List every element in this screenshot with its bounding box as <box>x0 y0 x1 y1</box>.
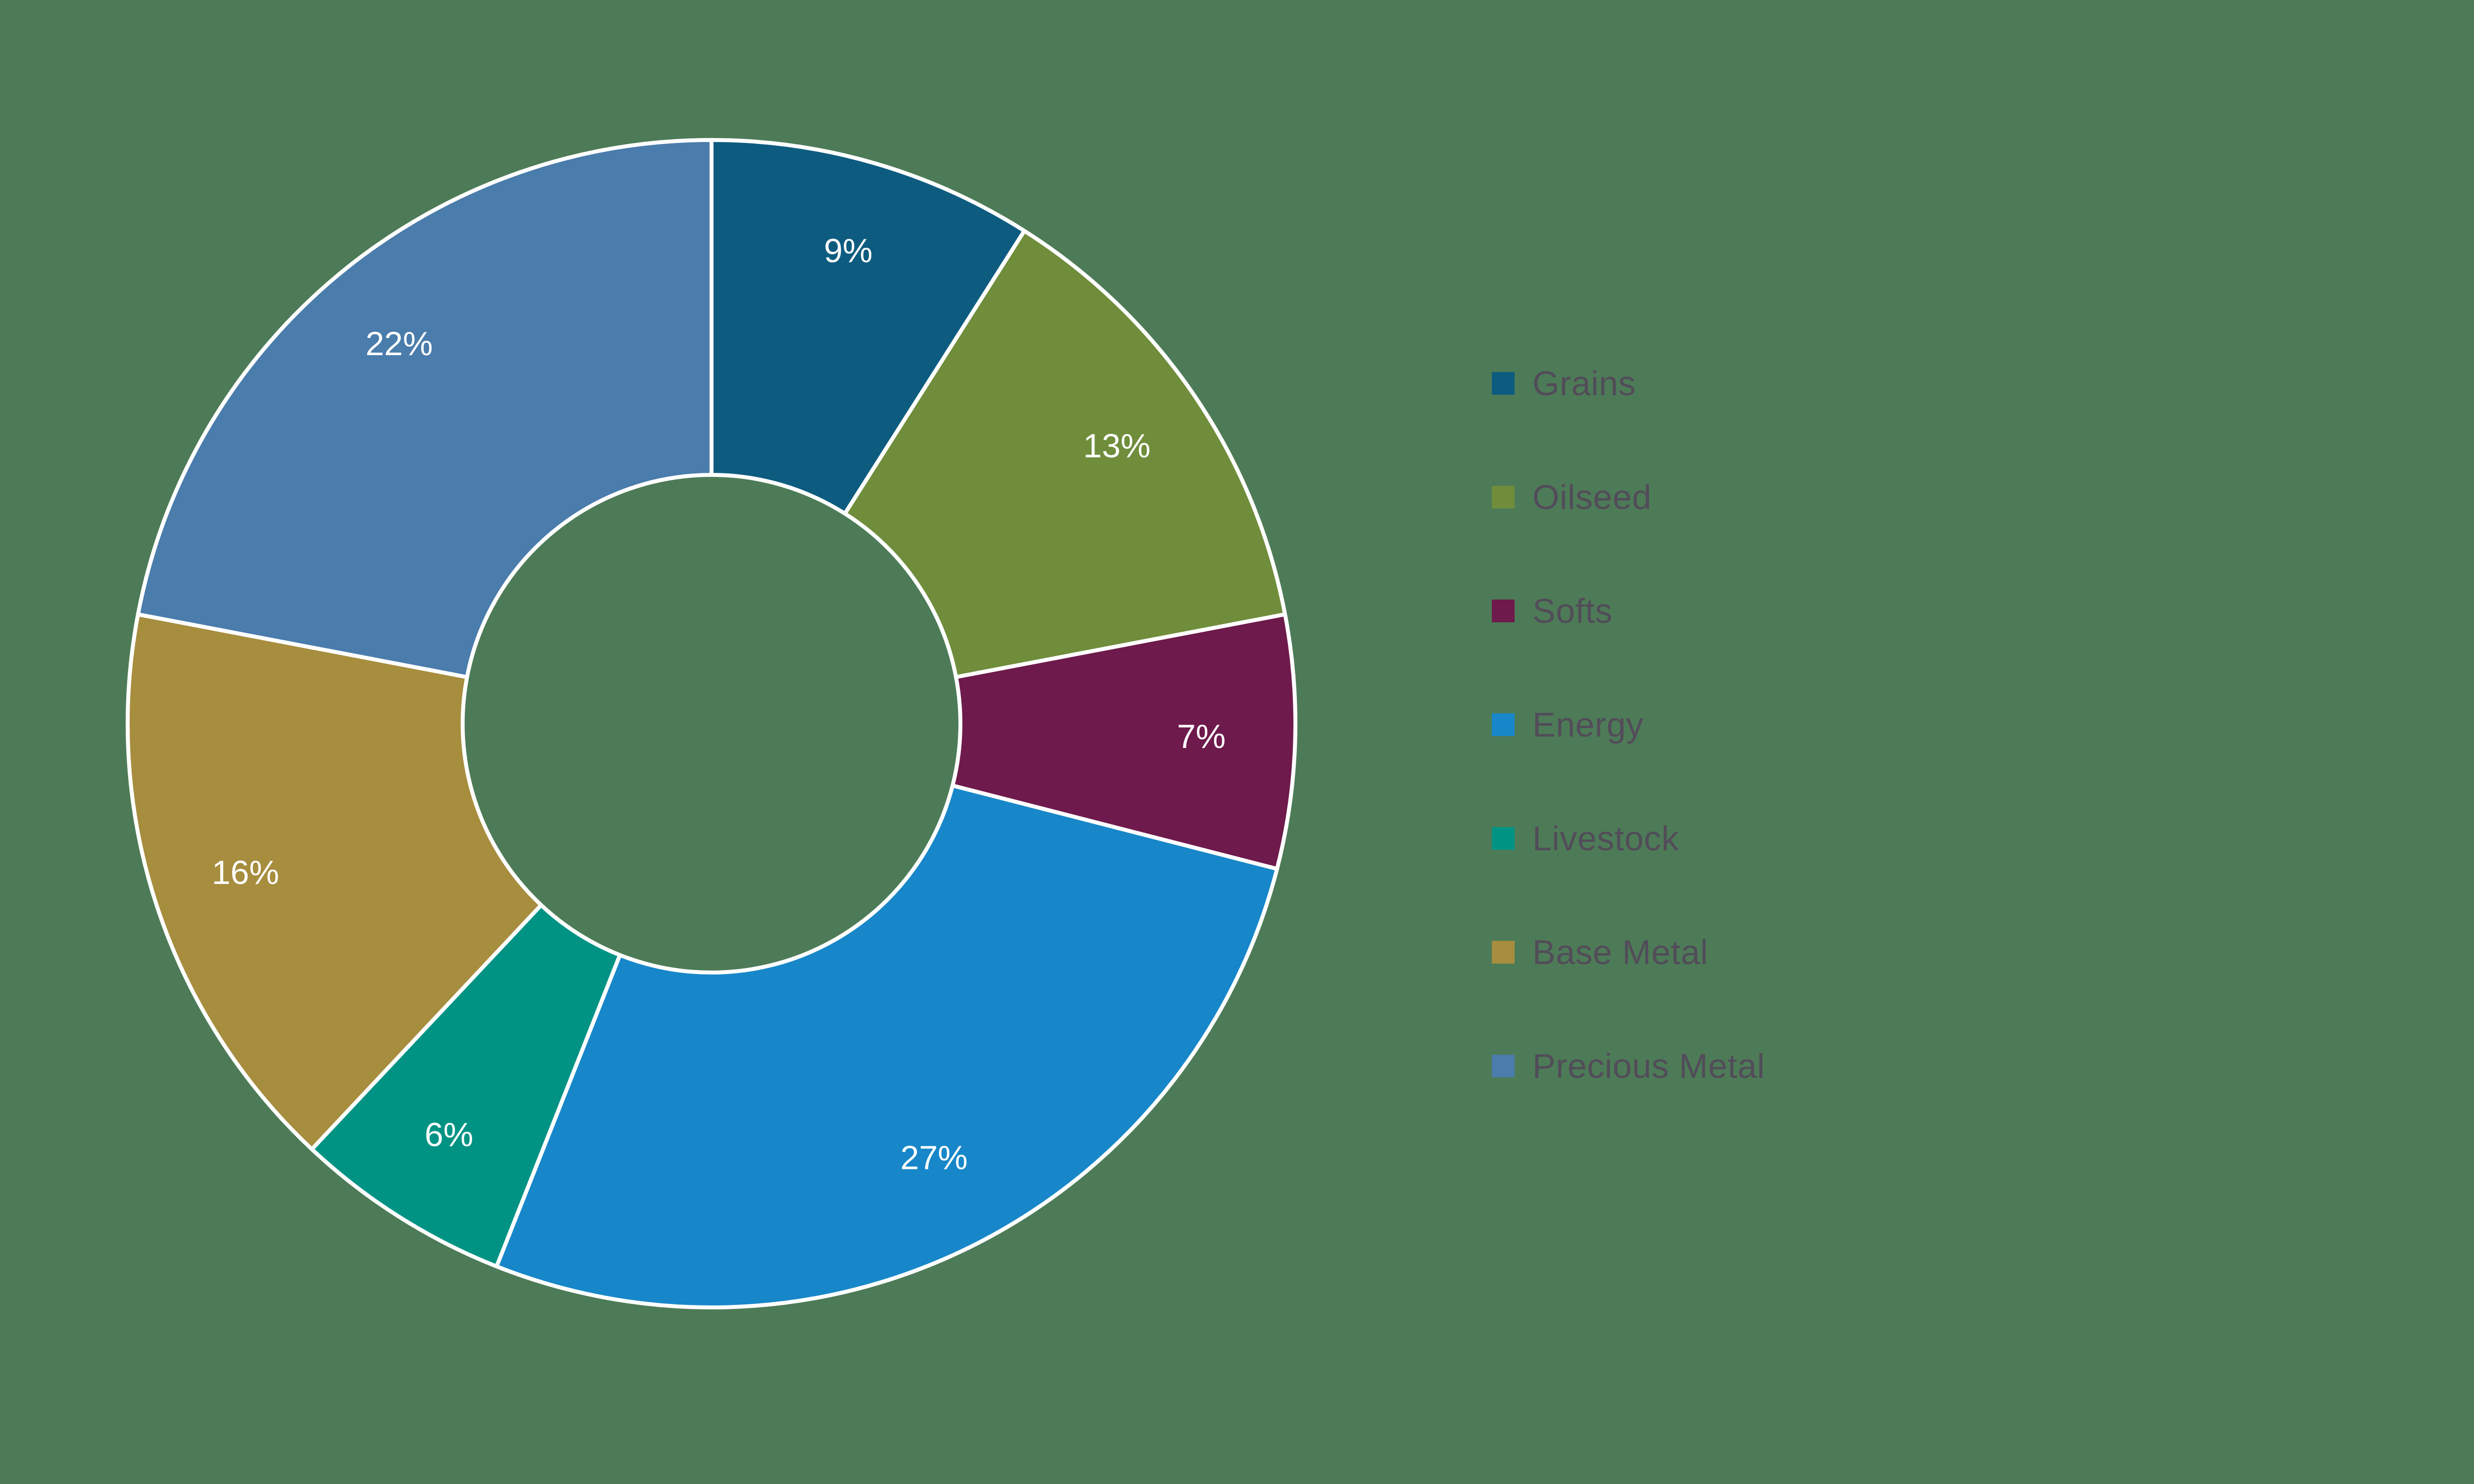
legend-swatch <box>1492 600 1515 622</box>
pie-slice-livestock <box>310 903 622 1269</box>
legend-label: Softs <box>1532 592 1613 630</box>
legend-swatch <box>1492 827 1515 850</box>
legend-swatch <box>1492 486 1515 509</box>
pie-slice-softs <box>951 612 1297 871</box>
legend-item-livestock: Livestock <box>1492 782 1765 895</box>
legend-item-base-metal: Base Metal <box>1492 895 1765 1009</box>
pie-slice-grains <box>710 138 1027 516</box>
legend-swatch <box>1492 941 1515 964</box>
legend-label: Grains <box>1532 364 1636 403</box>
legend-item-precious-metal: Precious Metal <box>1492 1009 1765 1123</box>
legend-item-grains: Grains <box>1492 326 1765 440</box>
legend-label: Energy <box>1532 705 1644 744</box>
legend-swatch <box>1492 1055 1515 1077</box>
legend-item-oilseed: Oilseed <box>1492 440 1765 554</box>
legend-item-energy: Energy <box>1492 668 1765 782</box>
pie-slice-precious-metal <box>136 138 714 679</box>
slice-percentage-label: 7% <box>1177 718 1226 755</box>
legend-label: Livestock <box>1532 819 1679 858</box>
legend-label: Precious Metal <box>1532 1047 1765 1085</box>
slice-percentage-label: 6% <box>425 1116 473 1154</box>
legend-label: Oilseed <box>1532 478 1652 516</box>
pie-slice-base-metal <box>126 612 543 1152</box>
slice-percentage-label: 16% <box>212 854 279 891</box>
chart-legend: Grains Oilseed Softs Energy Livestock Base Me… <box>1492 326 1765 1123</box>
legend-swatch <box>1492 713 1515 736</box>
pie-slice-oilseed <box>843 229 1287 679</box>
legend-item-softs: Softs <box>1492 554 1765 668</box>
legend-swatch <box>1492 372 1515 395</box>
slice-percentage-label: 27% <box>901 1139 968 1176</box>
slice-percentage-label: 13% <box>1083 427 1150 464</box>
slice-percentage-label: 9% <box>824 232 872 270</box>
legend-label: Base Metal <box>1532 933 1709 972</box>
slice-percentage-label: 22% <box>366 325 433 363</box>
pie-slice-energy <box>494 784 1279 1309</box>
